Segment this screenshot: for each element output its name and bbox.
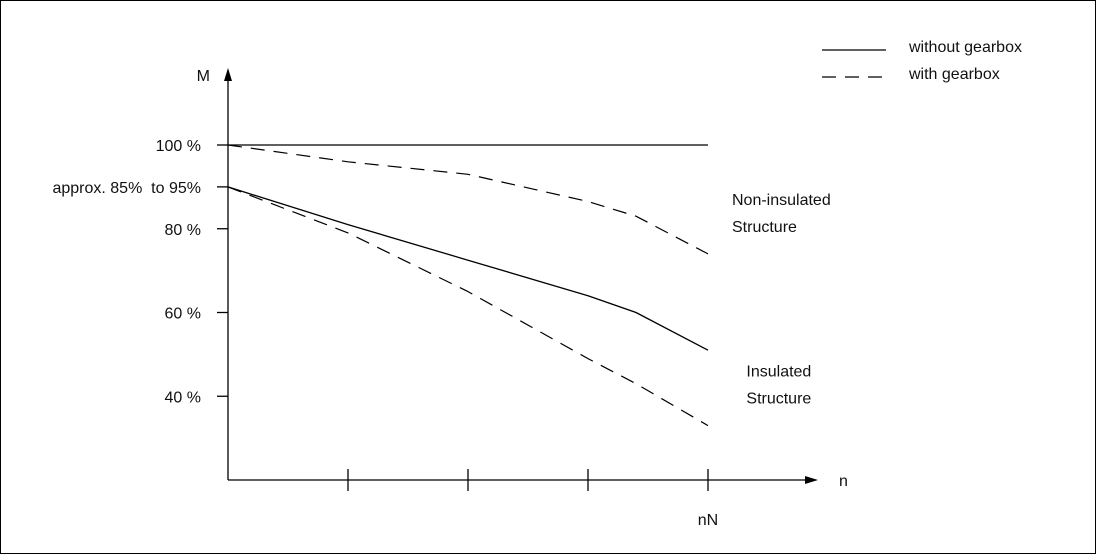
y-tick-label: 40 % (165, 389, 201, 406)
annotation-label: Structure (746, 390, 811, 407)
series-line-insulated-without-gearbox (227, 186, 709, 351)
x-axis-title: n (839, 473, 848, 490)
legend: without gearbox with gearbox (822, 39, 1022, 83)
x-tick-label: nN (698, 512, 718, 529)
axes (217, 68, 818, 491)
y-tick-label: 80 % (165, 222, 201, 239)
legend-label: without gearbox (908, 39, 1022, 56)
x-axis-arrow (805, 476, 818, 484)
annotation-label: Non-insulated (732, 192, 831, 209)
annotation-label: Insulated (746, 363, 811, 380)
series-line-insulated-with-gearbox (227, 186, 709, 427)
series-line-non-insulated-with-gearbox (227, 144, 709, 255)
y-tick-label: 60 % (165, 306, 201, 323)
y-axis-arrow (224, 68, 232, 81)
curves (227, 144, 709, 427)
tick-labels: Mn 100 % approx. 85% to 95% 80 % 60 % 40 % nN (52, 68, 847, 529)
annotation-label: Structure (732, 219, 797, 236)
legend-label: with gearbox (908, 66, 1000, 83)
y-tick-label: approx. 85% to 95% (52, 180, 201, 197)
y-tick-label: 100 % (156, 138, 201, 155)
annotations: Non-insulated Structure Insulated Structure (732, 192, 831, 408)
y-axis-title: M (197, 68, 210, 85)
